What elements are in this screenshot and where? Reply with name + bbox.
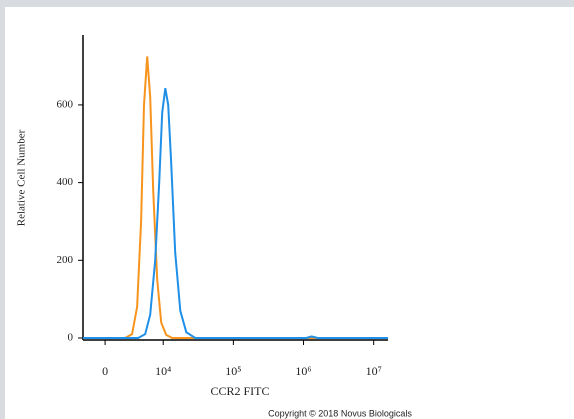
x-tick-label: 10⁶ — [295, 364, 311, 378]
y-tick-label: 0 — [68, 332, 74, 344]
y-tick-label: 200 — [57, 254, 74, 266]
x-axis-label: CCR2 FITC — [210, 384, 269, 398]
y-axis-label: Relative Cell Number — [16, 129, 28, 226]
y-tick-label: 600 — [57, 98, 74, 110]
copyright: Copyright © 2018 Novus Biologicals — [268, 408, 412, 418]
histogram-line — [83, 88, 388, 339]
x-tick-label: 0 — [102, 364, 108, 378]
x-tick-label: 10⁴ — [155, 364, 171, 378]
x-tick-label: 10⁷ — [366, 364, 382, 378]
y-tick-label: 400 — [57, 176, 74, 188]
panel — [5, 7, 574, 419]
x-tick-label: 10⁵ — [225, 364, 241, 378]
histogram-line — [83, 56, 388, 339]
